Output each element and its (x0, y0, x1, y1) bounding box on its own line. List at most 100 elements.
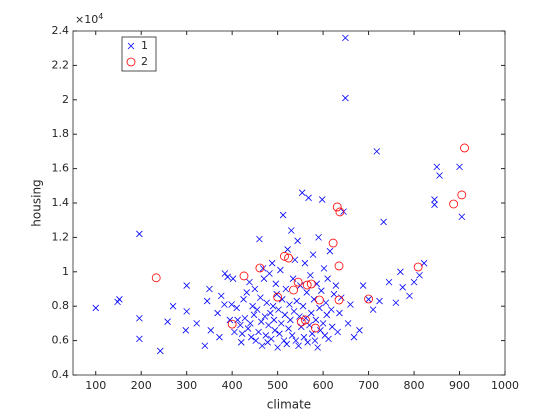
point (456, 163, 463, 171)
point (193, 320, 200, 327)
point (280, 251, 289, 261)
y-exponent-power: 4 (98, 12, 103, 21)
x-tick-label: 700 (358, 379, 379, 392)
point (238, 330, 246, 338)
point (224, 273, 231, 281)
point (217, 292, 225, 300)
legend-box (121, 36, 157, 72)
point (416, 271, 423, 279)
point (359, 282, 367, 289)
point (392, 299, 400, 307)
point (449, 199, 459, 209)
point (257, 294, 264, 301)
point (206, 285, 213, 293)
point (116, 296, 123, 303)
x-tick-label: 200 (131, 379, 152, 392)
y-tick-label: 1 (62, 265, 69, 278)
point (287, 227, 295, 234)
point (433, 163, 441, 171)
point (281, 311, 289, 319)
point (289, 275, 297, 282)
point (328, 238, 338, 248)
point (297, 323, 305, 331)
point (318, 196, 326, 203)
point (247, 333, 255, 341)
point (228, 301, 235, 308)
x-tick-label: 600 (313, 379, 334, 392)
point (284, 253, 293, 263)
y-tick-label: 1.6 (52, 162, 70, 175)
point (136, 230, 143, 238)
point (397, 268, 404, 276)
x-tick-label: 500 (267, 379, 288, 392)
point (268, 259, 276, 267)
legend-marker (127, 42, 135, 50)
point (284, 246, 291, 253)
point (240, 296, 247, 303)
point (328, 306, 335, 313)
point (169, 302, 177, 310)
point (233, 304, 240, 312)
point (315, 295, 324, 305)
point (431, 196, 438, 203)
point (267, 335, 275, 343)
point (460, 143, 469, 153)
y-tick-label: 0.8 (52, 299, 70, 312)
point (380, 218, 387, 226)
point (323, 311, 331, 319)
point (183, 282, 190, 289)
point (299, 302, 307, 310)
point (342, 94, 349, 102)
point (318, 287, 325, 295)
point (290, 308, 298, 315)
point (237, 339, 245, 346)
point (300, 333, 308, 341)
point (326, 247, 334, 255)
point (334, 295, 344, 305)
point (293, 277, 303, 287)
point (325, 335, 332, 343)
point (270, 316, 278, 324)
y-tick-label: 1.2 (52, 230, 70, 243)
point (320, 265, 328, 272)
point (288, 332, 296, 339)
point (273, 292, 283, 302)
point (272, 280, 280, 288)
point (458, 213, 466, 221)
point (252, 337, 260, 344)
point (300, 315, 310, 325)
y-tick-label: 2.2 (52, 58, 70, 71)
point (221, 301, 228, 308)
point (332, 282, 340, 289)
x-tick-label: 400 (222, 379, 243, 392)
point (310, 323, 320, 333)
point (301, 259, 309, 267)
point (255, 328, 262, 336)
y-exponent: ×104 (75, 12, 103, 27)
point (413, 262, 423, 272)
point (365, 296, 372, 303)
point (347, 301, 354, 308)
point (258, 342, 266, 350)
point (273, 290, 281, 298)
point (294, 237, 301, 245)
point (364, 294, 373, 304)
point (214, 309, 221, 317)
point (257, 318, 265, 325)
y-tick-label: 0.6 (52, 334, 70, 347)
point (350, 333, 358, 341)
point (226, 316, 234, 324)
x-tick-label: 800 (404, 379, 425, 392)
point (136, 314, 143, 322)
point (182, 326, 190, 334)
point (322, 299, 330, 307)
y-tick-label: 2 (62, 93, 69, 106)
point (151, 273, 161, 283)
point (279, 211, 287, 219)
point (295, 342, 302, 350)
legend-label: 1 (141, 39, 148, 52)
point (259, 265, 267, 272)
point (317, 326, 324, 334)
point (319, 320, 327, 327)
